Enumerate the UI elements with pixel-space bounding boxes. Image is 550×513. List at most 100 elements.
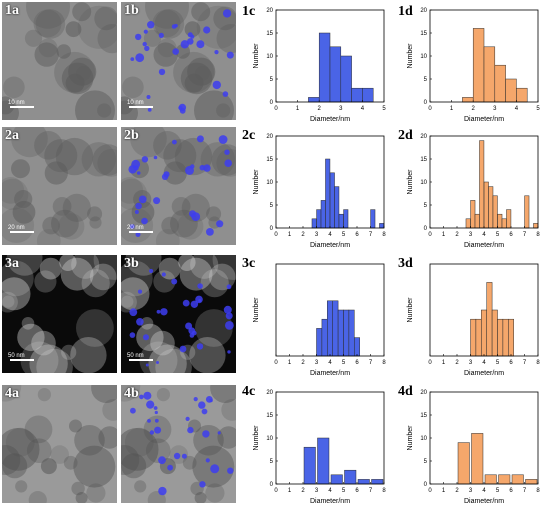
x-tick-label: 7	[523, 360, 527, 366]
particle-shadow	[190, 255, 219, 279]
particle-shadow	[75, 90, 115, 120]
x-tick-label: 8	[536, 232, 540, 238]
y-tick-label: 15	[266, 413, 273, 419]
x-tick-label: 5	[382, 106, 386, 112]
histogram-bar	[474, 213, 480, 229]
micrograph-1a-texture	[2, 2, 117, 120]
histogram-bar	[332, 300, 339, 357]
nanoparticle-marker	[189, 210, 196, 218]
y-tick-label: 20	[266, 390, 273, 396]
histogram-bar	[494, 64, 506, 103]
x-tick-label: 2	[472, 106, 476, 112]
micrograph-background	[2, 385, 117, 503]
x-axis-label: Diameter/nm	[464, 370, 504, 377]
y-tick-label: 0	[424, 100, 428, 106]
particle-shadow	[191, 2, 211, 22]
micrograph-3a: 3a 50 nm	[2, 255, 117, 373]
nanoparticle-marker	[146, 95, 151, 99]
nanoparticle-marker	[128, 165, 137, 174]
particle-shadow	[75, 492, 88, 503]
x-tick-label: 5	[496, 232, 500, 238]
histogram-bar	[484, 474, 497, 485]
nanoparticle-marker	[196, 40, 205, 49]
particle-shadow	[71, 481, 85, 496]
particle-shadow	[61, 62, 94, 95]
particle-shadow	[77, 5, 117, 49]
particle-shadow	[122, 76, 144, 99]
x-tick-label: 1	[442, 360, 446, 366]
particle-shadow	[89, 216, 102, 229]
particle-shadow	[124, 427, 154, 457]
x-tick-label: 3	[469, 360, 473, 366]
micrograph-4a-texture	[2, 385, 117, 503]
nanoparticle-marker	[196, 135, 204, 143]
chart-label-1d: 1d	[398, 4, 413, 19]
particle-shadow	[2, 177, 25, 204]
histogram-bar	[334, 186, 340, 229]
micrograph-background	[2, 255, 117, 373]
histogram-bar	[329, 46, 342, 103]
histogram-2c: 0 1 2 3 4 5 6 7 8 0 5 10 15 20 Diameter/nm Number	[253, 134, 386, 249]
histogram-bar	[337, 309, 344, 357]
histogram-bar	[379, 223, 385, 229]
nanoparticle-marker	[154, 410, 158, 415]
y-tick-label: 20	[420, 390, 427, 396]
particle-shadow	[36, 229, 61, 245]
nanoparticle-marker	[161, 272, 166, 277]
x-tick-label: 4	[515, 106, 519, 112]
y-axis-label: Number	[407, 297, 414, 323]
histogram-bar	[491, 309, 498, 357]
histogram-bar	[311, 218, 317, 229]
particle-shadow	[86, 483, 106, 503]
nanoparticle-marker	[160, 308, 168, 316]
particle-shadow	[97, 24, 117, 54]
particle-shadow	[145, 2, 189, 29]
nanoparticle-marker	[135, 53, 145, 63]
nanoparticle-marker	[158, 456, 166, 465]
x-tick-label: 0	[274, 360, 278, 366]
nanoparticle-marker	[135, 202, 142, 210]
histogram-bar	[483, 46, 496, 103]
scale-text-2b: 20 nm	[127, 225, 144, 231]
nanoparticle-marker	[209, 398, 213, 403]
x-tick-label: 2	[455, 360, 459, 366]
particle-shadow	[51, 209, 79, 238]
particle-shadow	[44, 161, 68, 185]
particle-shadow	[2, 100, 19, 120]
histogram-bar	[475, 318, 482, 357]
particle-shadow	[211, 144, 236, 176]
particle-shadow	[55, 137, 94, 176]
particle-shadow	[178, 255, 196, 271]
nanoparticle-marker	[129, 224, 135, 229]
histogram-bar	[525, 479, 538, 485]
nanoparticle-marker	[135, 232, 141, 237]
x-tick-label: 2	[301, 232, 305, 238]
panel-label-3b: 3b	[124, 256, 139, 271]
nanoparticle-marker	[145, 363, 149, 367]
x-tick-label: 6	[355, 488, 359, 494]
particle-shadow	[2, 96, 15, 115]
nanoparticle-marker	[224, 159, 232, 167]
particle-shadow	[63, 455, 78, 470]
histogram-bar	[325, 158, 331, 229]
histogram-bar	[354, 337, 360, 357]
nanoparticle-marker	[201, 408, 208, 415]
nanoparticle-marker	[180, 40, 189, 49]
x-tick-label: 5	[342, 360, 346, 366]
chart-label-1c: 1c	[242, 4, 256, 19]
particle-shadow	[208, 263, 236, 291]
nanoparticle-marker	[181, 453, 187, 459]
histogram-3c: 0 1 2 3 4 5 6 7 8 Diameter/nm Number	[253, 263, 386, 377]
x-tick-label: 5	[496, 488, 500, 494]
particle-shadow	[140, 317, 154, 330]
x-tick-label: 2	[318, 106, 322, 112]
histogram-bar	[318, 32, 331, 103]
particle-shadow	[206, 206, 222, 222]
panel-label-1a: 1a	[5, 3, 19, 18]
particle-shadow	[12, 200, 36, 224]
particle-shadow	[121, 385, 141, 402]
particle-shadow	[200, 269, 229, 298]
nanoparticle-marker	[153, 155, 158, 160]
histogram-bar	[330, 474, 343, 485]
y-tick-label: 0	[424, 226, 428, 232]
